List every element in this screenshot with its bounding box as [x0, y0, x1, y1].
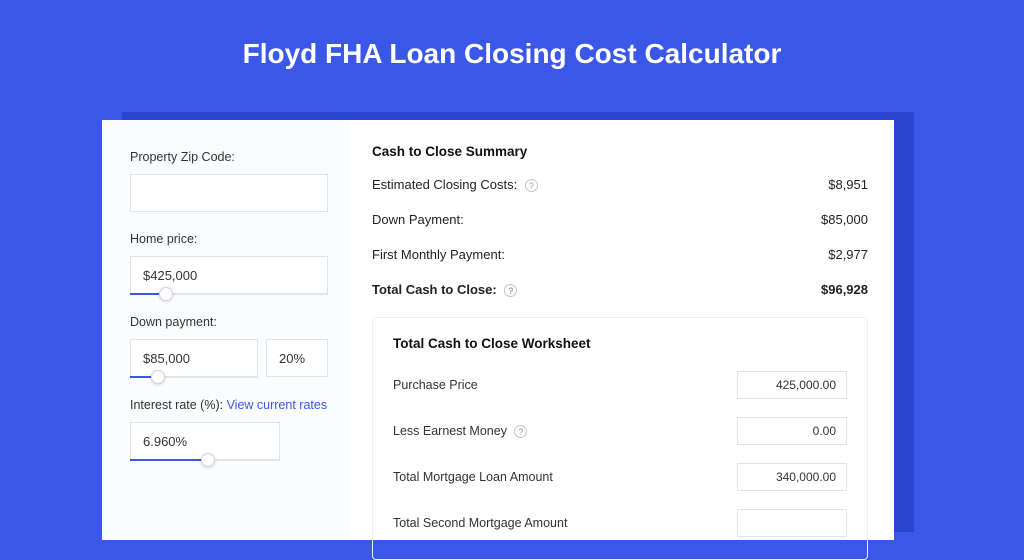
page-title: Floyd FHA Loan Closing Cost Calculator [0, 0, 1024, 96]
ws-label: Total Mortgage Loan Amount [393, 470, 553, 484]
ws-second-mortgage-input[interactable] [737, 509, 847, 537]
interest-slider-thumb[interactable] [201, 453, 215, 467]
summary-row-closing-costs: Estimated Closing Costs: ? $8,951 [372, 177, 868, 192]
summary-value: $2,977 [828, 247, 868, 262]
summary-value: $85,000 [821, 212, 868, 227]
down-payment-input[interactable] [130, 339, 258, 377]
zip-field-group: Property Zip Code: [130, 150, 328, 212]
interest-label-text: Interest rate (%): [130, 398, 227, 412]
summary-label: Down Payment: [372, 212, 464, 227]
down-payment-slider[interactable] [130, 376, 258, 378]
summary-value: $96,928 [821, 282, 868, 297]
summary-row-down-payment: Down Payment: $85,000 [372, 212, 868, 227]
interest-slider[interactable] [130, 459, 280, 461]
interest-label: Interest rate (%): View current rates [130, 398, 328, 412]
calculator-card: Property Zip Code: Home price: Down paym… [102, 120, 894, 540]
ws-row-second-mortgage: Total Second Mortgage Amount [393, 509, 847, 537]
ws-earnest-money-input[interactable] [737, 417, 847, 445]
inputs-column: Property Zip Code: Home price: Down paym… [102, 120, 350, 540]
ws-row-total-mortgage: Total Mortgage Loan Amount [393, 463, 847, 491]
zip-label: Property Zip Code: [130, 150, 328, 164]
ws-label: Purchase Price [393, 378, 478, 392]
help-icon[interactable]: ? [504, 284, 517, 297]
help-icon[interactable]: ? [514, 425, 527, 438]
ws-total-mortgage-input[interactable] [737, 463, 847, 491]
home-price-slider-thumb[interactable] [159, 287, 173, 301]
ws-row-earnest-money: Less Earnest Money ? [393, 417, 847, 445]
summary-label: Total Cash to Close: [372, 282, 497, 297]
home-price-field-group: Home price: [130, 232, 328, 295]
summary-value: $8,951 [828, 177, 868, 192]
ws-label: Less Earnest Money [393, 424, 507, 438]
summary-label: First Monthly Payment: [372, 247, 505, 262]
ws-label: Total Second Mortgage Amount [393, 516, 567, 530]
summary-heading: Cash to Close Summary [372, 144, 868, 159]
worksheet-heading: Total Cash to Close Worksheet [393, 336, 847, 351]
home-price-label: Home price: [130, 232, 328, 246]
interest-slider-fill [130, 459, 208, 461]
down-payment-field-group: Down payment: [130, 315, 328, 378]
summary-column: Cash to Close Summary Estimated Closing … [350, 120, 894, 540]
ws-purchase-price-input[interactable] [737, 371, 847, 399]
interest-field-group: Interest rate (%): View current rates [130, 398, 328, 461]
down-payment-label: Down payment: [130, 315, 328, 329]
zip-input[interactable] [130, 174, 328, 212]
summary-row-first-payment: First Monthly Payment: $2,977 [372, 247, 868, 262]
ws-row-purchase-price: Purchase Price [393, 371, 847, 399]
summary-label: Estimated Closing Costs: [372, 177, 517, 192]
worksheet-panel: Total Cash to Close Worksheet Purchase P… [372, 317, 868, 560]
down-payment-slider-thumb[interactable] [151, 370, 165, 384]
summary-row-total: Total Cash to Close: ? $96,928 [372, 282, 868, 297]
down-payment-pct-input[interactable] [266, 339, 328, 377]
home-price-slider[interactable] [130, 293, 328, 295]
help-icon[interactable]: ? [525, 179, 538, 192]
view-rates-link[interactable]: View current rates [227, 398, 328, 412]
home-price-input[interactable] [130, 256, 328, 294]
